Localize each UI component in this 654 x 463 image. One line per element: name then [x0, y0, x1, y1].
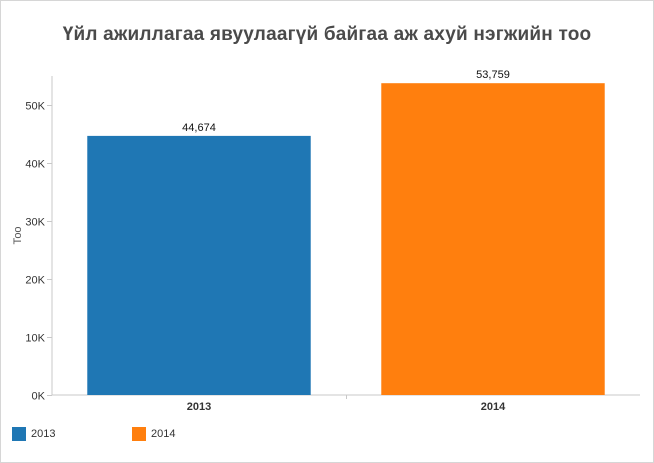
data-label-2013: 44,674 — [182, 122, 216, 134]
legend-label-2013: 2013 — [31, 428, 56, 440]
plot-area: 0K 10K 20K 30K 40K 50K Тоо 44,674 2013 53,759 2014 — [12, 69, 640, 413]
y-tick-label: 20K — [25, 275, 45, 287]
y-tick-label: 10K — [25, 333, 45, 345]
legend-item-2014[interactable]: 2014 — [132, 427, 175, 441]
data-label-2014: 53,759 — [476, 69, 510, 81]
legend-swatch-2014 — [132, 427, 146, 441]
y-tick-label: 0K — [32, 391, 46, 403]
legend-label-2014: 2014 — [151, 428, 176, 440]
legend-item-2013[interactable]: 2013 — [12, 427, 55, 441]
legend-swatch-2013 — [12, 427, 26, 441]
bar-2013 — [87, 135, 311, 395]
chart-title: Үйл ажиллагаа явуулаагүй байгаа аж ахуй … — [62, 24, 592, 45]
y-tick-label: 50K — [25, 101, 45, 113]
y-axis-title: Тоо — [12, 226, 24, 244]
y-tick-label: 40K — [25, 159, 45, 171]
x-tick-label-2014: 2014 — [481, 401, 506, 413]
bar-2014 — [381, 83, 605, 395]
x-tick-label-2013: 2013 — [187, 401, 211, 413]
y-tick-label: 30K — [25, 217, 45, 229]
